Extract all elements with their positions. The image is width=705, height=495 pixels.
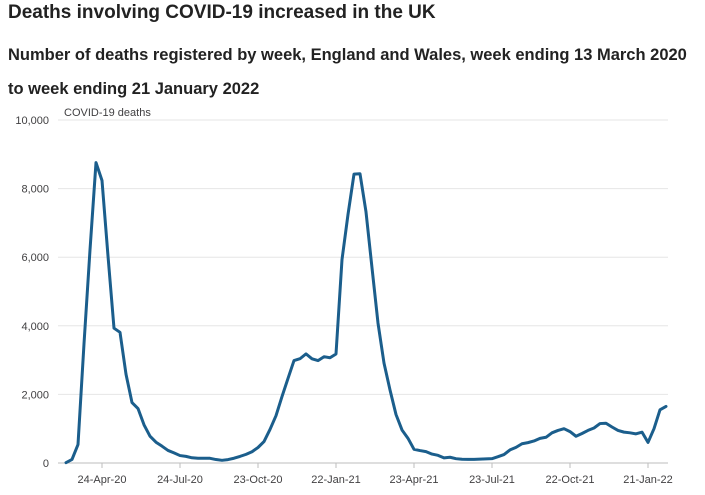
y-tick-label: 10,000	[15, 115, 49, 127]
y-axis-label: COVID-19 deaths	[64, 107, 151, 119]
gridlines	[58, 119, 668, 464]
x-tick-label: 23-Oct-20	[234, 474, 283, 486]
chart-subtitle: Number of deaths registered by week, Eng…	[8, 46, 687, 98]
series-layer	[64, 161, 668, 465]
axes: 0 2,000 4,000 6,000 8,000 10,000 24-Apr-20 24-J…	[15, 115, 672, 486]
y-tick-label: 6,000	[21, 252, 49, 264]
x-tick-label: 22-Jan-21	[311, 474, 361, 486]
x-tick-label: 23-Jul-21	[469, 474, 515, 486]
y-tick-label: 4,000	[21, 321, 49, 333]
covid-deaths-line	[64, 161, 668, 465]
y-tick-label: 2,000	[21, 389, 49, 401]
x-tick-label: 21-Jan-22	[623, 474, 673, 486]
x-tick-label: 24-Jul-20	[157, 474, 203, 486]
x-tick-label: 22-Oct-21	[546, 474, 595, 486]
x-tick-label: 23-Apr-21	[390, 474, 439, 486]
y-tick-label: 8,000	[21, 184, 49, 196]
y-tick-label: 0	[43, 458, 49, 470]
chart-title: Deaths involving COVID-19 increased in t…	[8, 2, 436, 23]
x-tick-label: 24-Apr-20	[78, 474, 127, 486]
